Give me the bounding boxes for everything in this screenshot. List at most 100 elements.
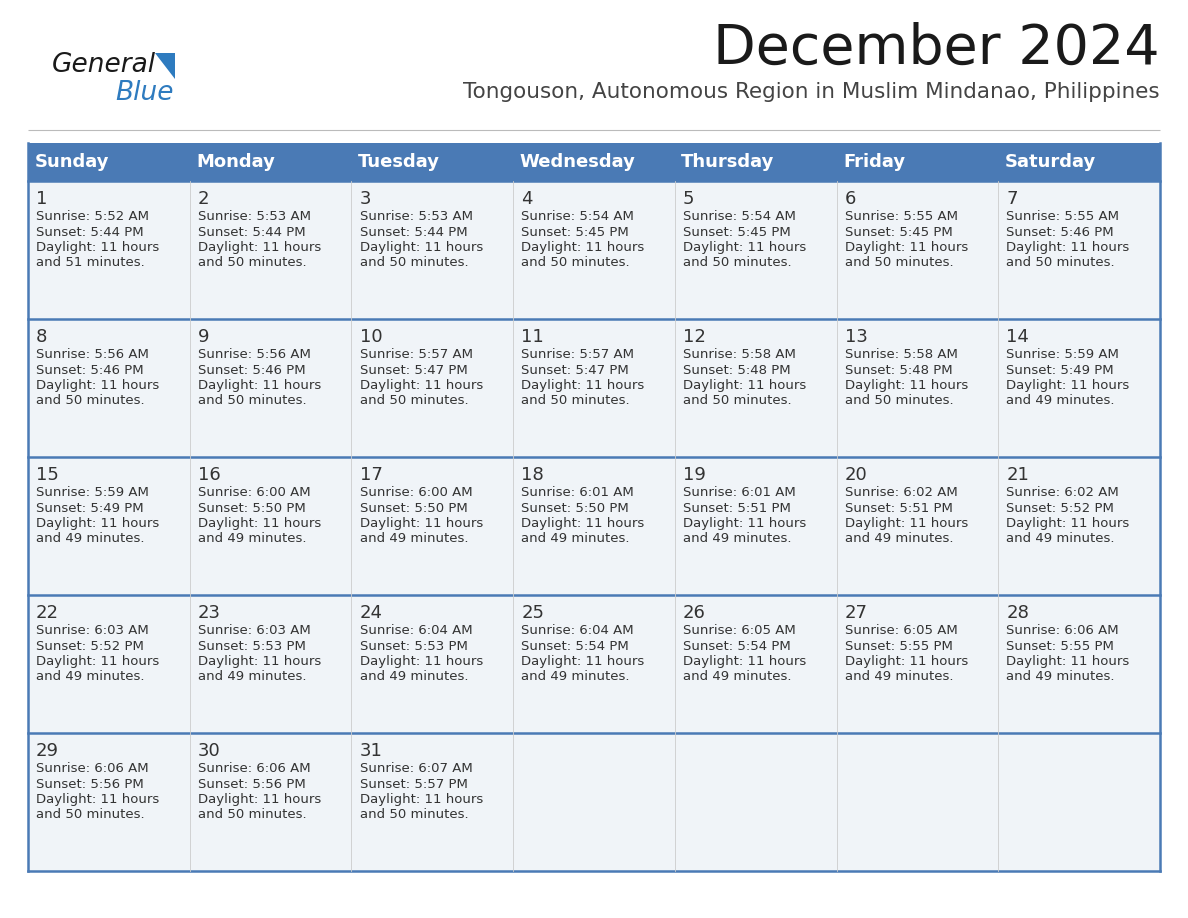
Text: 3: 3 <box>360 190 371 208</box>
Text: 7: 7 <box>1006 190 1018 208</box>
Bar <box>836 733 998 871</box>
Text: and 49 minutes.: and 49 minutes. <box>1006 670 1114 684</box>
Text: Sunrise: 5:57 AM: Sunrise: 5:57 AM <box>522 348 634 361</box>
Text: Sunset: 5:45 PM: Sunset: 5:45 PM <box>683 226 791 239</box>
Text: and 49 minutes.: and 49 minutes. <box>1006 395 1114 408</box>
Bar <box>675 595 836 733</box>
Text: Sunrise: 5:57 AM: Sunrise: 5:57 AM <box>360 348 473 361</box>
Text: Sunset: 5:48 PM: Sunset: 5:48 PM <box>845 364 953 376</box>
Text: and 49 minutes.: and 49 minutes. <box>197 532 307 545</box>
Text: Sunrise: 6:06 AM: Sunrise: 6:06 AM <box>36 762 148 775</box>
Text: and 50 minutes.: and 50 minutes. <box>1006 256 1116 270</box>
Text: 29: 29 <box>36 742 59 760</box>
Text: 25: 25 <box>522 604 544 622</box>
Text: 2: 2 <box>197 190 209 208</box>
Text: Sunrise: 6:04 AM: Sunrise: 6:04 AM <box>522 624 634 637</box>
Text: Daylight: 11 hours: Daylight: 11 hours <box>360 517 482 530</box>
Text: Sunset: 5:53 PM: Sunset: 5:53 PM <box>360 640 467 653</box>
Text: Sunset: 5:51 PM: Sunset: 5:51 PM <box>683 501 791 514</box>
Text: Daylight: 11 hours: Daylight: 11 hours <box>845 517 968 530</box>
Text: and 49 minutes.: and 49 minutes. <box>1006 532 1114 545</box>
Text: Sunset: 5:52 PM: Sunset: 5:52 PM <box>1006 501 1114 514</box>
Text: 15: 15 <box>36 466 59 484</box>
Text: 5: 5 <box>683 190 695 208</box>
Text: Sunset: 5:50 PM: Sunset: 5:50 PM <box>522 501 628 514</box>
Text: 6: 6 <box>845 190 857 208</box>
Text: and 50 minutes.: and 50 minutes. <box>522 256 630 270</box>
Bar <box>836 181 998 319</box>
Text: and 49 minutes.: and 49 minutes. <box>360 670 468 684</box>
Text: Sunset: 5:54 PM: Sunset: 5:54 PM <box>683 640 791 653</box>
Bar <box>190 457 352 595</box>
Text: Sunset: 5:45 PM: Sunset: 5:45 PM <box>845 226 953 239</box>
Text: 4: 4 <box>522 190 532 208</box>
Text: Daylight: 11 hours: Daylight: 11 hours <box>845 241 968 254</box>
Bar <box>513 595 675 733</box>
Bar <box>29 181 190 319</box>
Text: Sunset: 5:46 PM: Sunset: 5:46 PM <box>36 364 144 376</box>
Bar <box>675 733 836 871</box>
Text: 20: 20 <box>845 466 867 484</box>
Text: 17: 17 <box>360 466 383 484</box>
Text: Sunrise: 6:04 AM: Sunrise: 6:04 AM <box>360 624 472 637</box>
Text: and 49 minutes.: and 49 minutes. <box>197 670 307 684</box>
Text: 31: 31 <box>360 742 383 760</box>
Bar <box>352 319 513 457</box>
Text: Daylight: 11 hours: Daylight: 11 hours <box>522 655 644 668</box>
Bar <box>998 595 1159 733</box>
Text: Sunrise: 5:55 AM: Sunrise: 5:55 AM <box>1006 210 1119 223</box>
Text: Daylight: 11 hours: Daylight: 11 hours <box>683 379 807 392</box>
Text: and 50 minutes.: and 50 minutes. <box>845 395 953 408</box>
Text: Daylight: 11 hours: Daylight: 11 hours <box>36 793 159 806</box>
Text: Tuesday: Tuesday <box>358 153 440 171</box>
Text: Sunrise: 5:59 AM: Sunrise: 5:59 AM <box>36 486 148 499</box>
Bar <box>190 181 352 319</box>
Text: and 50 minutes.: and 50 minutes. <box>36 809 145 822</box>
Text: Sunset: 5:49 PM: Sunset: 5:49 PM <box>36 501 144 514</box>
Bar <box>675 457 836 595</box>
Text: and 49 minutes.: and 49 minutes. <box>36 670 145 684</box>
Bar <box>513 319 675 457</box>
Text: Daylight: 11 hours: Daylight: 11 hours <box>522 517 644 530</box>
Text: Sunset: 5:54 PM: Sunset: 5:54 PM <box>522 640 628 653</box>
Bar <box>675 181 836 319</box>
Text: Daylight: 11 hours: Daylight: 11 hours <box>197 241 321 254</box>
Text: Sunrise: 6:06 AM: Sunrise: 6:06 AM <box>1006 624 1119 637</box>
Text: Tongouson, Autonomous Region in Muslim Mindanao, Philippines: Tongouson, Autonomous Region in Muslim M… <box>463 82 1159 102</box>
Text: and 50 minutes.: and 50 minutes. <box>522 395 630 408</box>
Text: 16: 16 <box>197 466 221 484</box>
Text: and 50 minutes.: and 50 minutes. <box>197 256 307 270</box>
Text: 30: 30 <box>197 742 221 760</box>
Text: Sunset: 5:56 PM: Sunset: 5:56 PM <box>36 778 144 790</box>
Text: Daylight: 11 hours: Daylight: 11 hours <box>36 655 159 668</box>
Text: Sunset: 5:48 PM: Sunset: 5:48 PM <box>683 364 790 376</box>
Text: Sunrise: 5:58 AM: Sunrise: 5:58 AM <box>683 348 796 361</box>
Text: and 50 minutes.: and 50 minutes. <box>197 809 307 822</box>
Text: Daylight: 11 hours: Daylight: 11 hours <box>845 379 968 392</box>
Text: Sunrise: 6:01 AM: Sunrise: 6:01 AM <box>522 486 634 499</box>
Text: Sunset: 5:44 PM: Sunset: 5:44 PM <box>197 226 305 239</box>
Bar <box>998 319 1159 457</box>
Polygon shape <box>154 53 175 79</box>
Text: and 49 minutes.: and 49 minutes. <box>522 532 630 545</box>
Text: 23: 23 <box>197 604 221 622</box>
Text: Sunrise: 6:05 AM: Sunrise: 6:05 AM <box>845 624 958 637</box>
Text: and 49 minutes.: and 49 minutes. <box>522 670 630 684</box>
Text: and 50 minutes.: and 50 minutes. <box>360 256 468 270</box>
Text: 26: 26 <box>683 604 706 622</box>
Bar <box>513 457 675 595</box>
Text: 1: 1 <box>36 190 48 208</box>
Text: and 50 minutes.: and 50 minutes. <box>36 395 145 408</box>
Text: Sunset: 5:49 PM: Sunset: 5:49 PM <box>1006 364 1114 376</box>
Text: and 49 minutes.: and 49 minutes. <box>36 532 145 545</box>
Text: Sunrise: 6:00 AM: Sunrise: 6:00 AM <box>197 486 310 499</box>
Bar <box>29 143 1159 181</box>
Text: Daylight: 11 hours: Daylight: 11 hours <box>522 241 644 254</box>
Text: Saturday: Saturday <box>1005 153 1097 171</box>
Text: Sunrise: 6:07 AM: Sunrise: 6:07 AM <box>360 762 473 775</box>
Bar <box>190 319 352 457</box>
Text: Daylight: 11 hours: Daylight: 11 hours <box>1006 379 1130 392</box>
Text: Sunset: 5:53 PM: Sunset: 5:53 PM <box>197 640 305 653</box>
Text: Daylight: 11 hours: Daylight: 11 hours <box>1006 517 1130 530</box>
Text: 27: 27 <box>845 604 867 622</box>
